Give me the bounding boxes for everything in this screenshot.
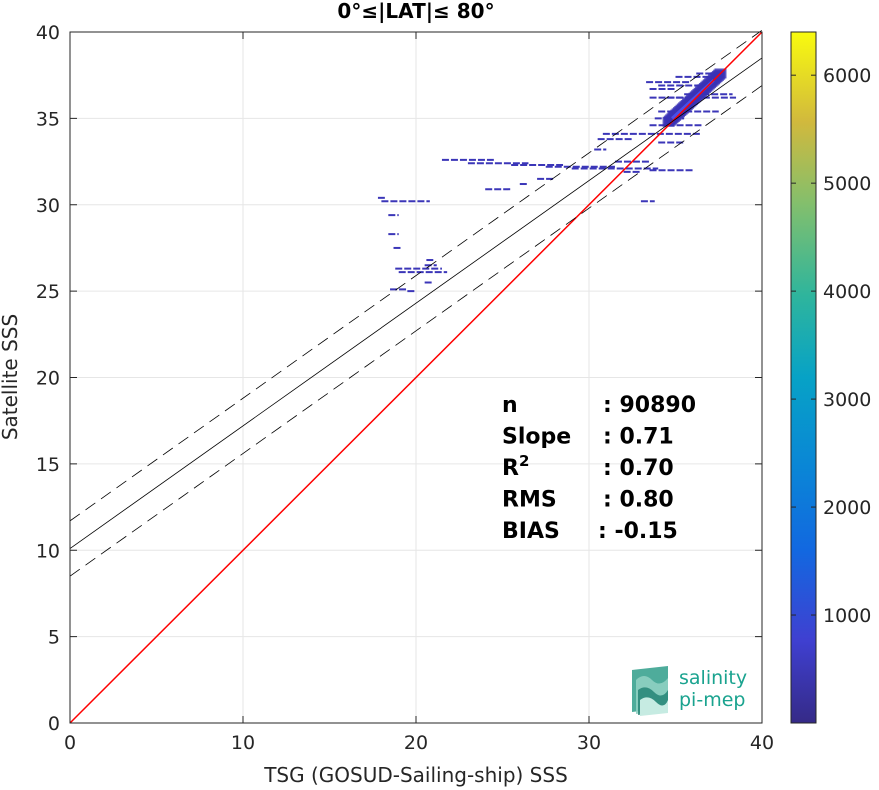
colorbar-tick-label: 4000 xyxy=(823,281,871,303)
x-tick-label: 30 xyxy=(577,732,601,754)
regression-band-line xyxy=(69,85,763,577)
stat-value: : 0.70 xyxy=(603,456,674,481)
x-tick-label: 20 xyxy=(404,732,428,754)
identity-line xyxy=(69,31,763,724)
stat-label: BIAS xyxy=(502,519,560,544)
axis-ticks: 0 10 20 30 40 0 5 10 15 20 25 30 35 40 xyxy=(36,22,774,754)
x-tick-label: 40 xyxy=(750,732,774,754)
y-tick-label: 30 xyxy=(36,195,60,217)
chart-title: 0°≤|LAT|≤ 80° xyxy=(337,0,494,23)
y-tick-label: 35 xyxy=(36,108,60,130)
stat-value: : 90890 xyxy=(603,393,696,418)
stat-label: n xyxy=(502,393,518,418)
stat-value: : 0.80 xyxy=(603,488,674,513)
regression-band-line xyxy=(69,29,763,522)
y-tick-label: 10 xyxy=(36,540,60,562)
y-tick-label: 0 xyxy=(48,713,60,735)
y-tick-label: 15 xyxy=(36,454,60,476)
y-tick-label: 40 xyxy=(36,22,60,44)
colorbar-tick-label: 2000 xyxy=(823,497,871,519)
y-tick-label: 20 xyxy=(36,368,60,390)
colorbar-tick-label: 6000 xyxy=(823,65,871,87)
x-tick-label: 0 xyxy=(64,732,76,754)
logo-line1: salinity xyxy=(679,667,747,689)
colorbar xyxy=(790,31,817,724)
stat-value: : 0.71 xyxy=(603,425,674,450)
colorbar-tick-label: 5000 xyxy=(823,173,871,195)
y-axis-label: Satellite SSS xyxy=(0,314,22,440)
density-points xyxy=(377,68,737,293)
salinity-pi-mep-logo: salinity pi-mep xyxy=(632,666,747,716)
regression-lines xyxy=(69,29,763,724)
logo-line2: pi-mep xyxy=(679,689,745,711)
stat-label: Slope xyxy=(502,425,571,450)
colorbar-ticks: 1000 2000 3000 4000 5000 6000 xyxy=(791,65,871,627)
colorbar-tick-label: 3000 xyxy=(823,389,871,411)
wave-logo-icon xyxy=(632,666,668,716)
y-tick-label: 25 xyxy=(36,281,60,303)
colorbar-tick-label: 1000 xyxy=(823,605,871,627)
stat-superscript: 2 xyxy=(519,452,529,470)
regression-line xyxy=(69,57,763,549)
stat-label: RMS xyxy=(502,488,557,513)
stat-value: : -0.15 xyxy=(598,519,678,544)
y-tick-label: 5 xyxy=(48,627,60,649)
x-tick-label: 10 xyxy=(231,732,255,754)
statistics-box: n : 90890 Slope : 0.71 R2 : 0.70 RMS : 0.80 BIAS… xyxy=(502,393,696,544)
stat-label: R2 xyxy=(502,452,529,481)
x-axis-label: TSG (GOSUD-Sailing-ship) SSS xyxy=(263,763,568,787)
